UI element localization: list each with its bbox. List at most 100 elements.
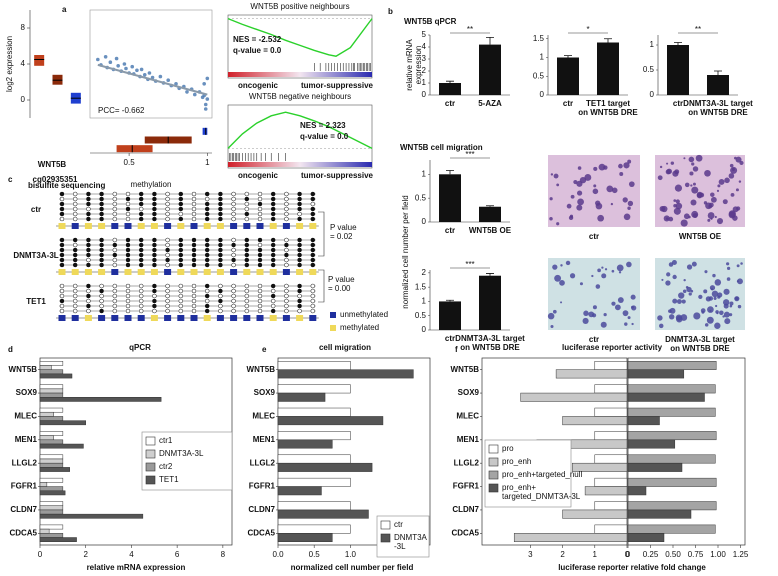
point <box>103 55 108 59</box>
y-tick-label: 0.5 <box>415 193 427 202</box>
cpg-site <box>59 298 65 304</box>
bar <box>39 505 64 511</box>
cell-stain <box>593 184 597 188</box>
cpg-site <box>191 206 197 212</box>
cpg-site <box>284 257 289 263</box>
bar <box>513 533 628 542</box>
site-summary <box>71 223 79 229</box>
y-tick-label: CDCA5 <box>9 528 37 537</box>
x-tick-label: 1.25 <box>733 550 749 559</box>
y-axis-label: log2 expression <box>5 36 14 92</box>
box <box>116 145 153 153</box>
cpg-site <box>152 283 157 289</box>
cell-stain <box>673 199 677 202</box>
cell-stain <box>722 299 730 306</box>
cell-stain <box>597 268 601 273</box>
cpg-site <box>218 257 223 263</box>
cpg-site <box>99 257 104 263</box>
site-summary <box>243 315 251 321</box>
bar <box>594 361 628 370</box>
cell-stain <box>728 210 736 218</box>
panel-letter: d <box>8 345 13 354</box>
cpg-site <box>125 216 131 222</box>
cpg-site <box>270 242 276 248</box>
site-summary <box>124 315 132 321</box>
cpg-site <box>125 288 131 294</box>
cpg-site <box>257 252 263 258</box>
cpg-site <box>112 283 118 289</box>
cell-stain <box>690 184 693 187</box>
trend-line <box>97 63 208 96</box>
cpg-site <box>178 201 184 207</box>
site-summary <box>150 315 158 321</box>
cell-stain <box>671 260 677 266</box>
site-summary <box>296 269 304 275</box>
cpg-site <box>165 201 170 207</box>
chart-title: WNT5B cell migration <box>400 143 483 152</box>
bar <box>594 477 628 487</box>
x-tick-label: DNMT3A-3L target on WNT5B DRE <box>455 334 525 352</box>
cpg-site <box>138 237 144 243</box>
bar <box>39 477 64 483</box>
bar <box>39 384 64 390</box>
cell-stain <box>556 183 560 187</box>
bar <box>627 533 665 542</box>
site-summary <box>177 315 185 321</box>
cpg-site <box>231 206 236 212</box>
cpg-site <box>112 196 118 202</box>
cpg-site <box>204 216 210 222</box>
cpg-site <box>284 196 289 202</box>
cpg-site <box>86 247 91 253</box>
cpg-site <box>204 242 210 248</box>
bar <box>277 361 351 370</box>
legend-swatch <box>330 312 336 318</box>
y-tick-label: 0 <box>422 217 427 226</box>
bar <box>439 301 461 330</box>
cpg-site <box>244 206 250 212</box>
cell-stain <box>724 177 730 184</box>
enrichment-curve <box>227 17 373 57</box>
legend-label: pro_enh+ targeted_DNMT3A-3L <box>502 483 581 501</box>
cpg-site <box>125 262 131 268</box>
cell-stain <box>690 199 697 206</box>
site-summary <box>256 269 264 275</box>
bracket <box>318 269 325 303</box>
cell-stain <box>719 310 724 316</box>
cell-stain <box>570 194 575 199</box>
y-tick-label: 0 <box>650 90 655 99</box>
cpg-site <box>72 308 78 314</box>
cpg-site <box>99 252 104 258</box>
cpg-site <box>191 283 197 289</box>
cell-stain <box>553 173 559 179</box>
cell-stain <box>626 261 632 268</box>
cpg-site <box>112 242 118 248</box>
cpg-site <box>218 242 223 248</box>
p-value: P value = 0.00 <box>328 275 355 293</box>
cpg-site <box>204 298 210 304</box>
legend-label: unmethylated <box>340 310 388 319</box>
bar <box>39 528 50 534</box>
chart-title: cell migration <box>319 343 371 352</box>
cell-stain <box>666 162 669 165</box>
y-tick-label: MLEC <box>14 412 37 421</box>
bar <box>479 44 501 95</box>
cell-stain <box>683 213 690 220</box>
site-summary <box>296 223 304 229</box>
cpg-site <box>244 262 250 268</box>
error-bar <box>564 55 572 58</box>
cell-stain <box>692 213 698 219</box>
cpg-site <box>257 242 263 248</box>
bar <box>562 416 628 426</box>
cpg-site <box>178 257 184 263</box>
cpg-site <box>270 216 276 222</box>
cell-stain <box>707 306 714 313</box>
x-tick-label: 0 <box>626 550 631 559</box>
y-tick-label: 0 <box>422 325 427 334</box>
cpg-site <box>72 262 78 268</box>
site-summary <box>282 223 290 229</box>
cpg-site <box>152 237 157 243</box>
cpg-site <box>72 211 78 217</box>
site-summary <box>58 223 66 229</box>
cell-stain <box>576 180 583 187</box>
cpg-site <box>138 216 144 222</box>
